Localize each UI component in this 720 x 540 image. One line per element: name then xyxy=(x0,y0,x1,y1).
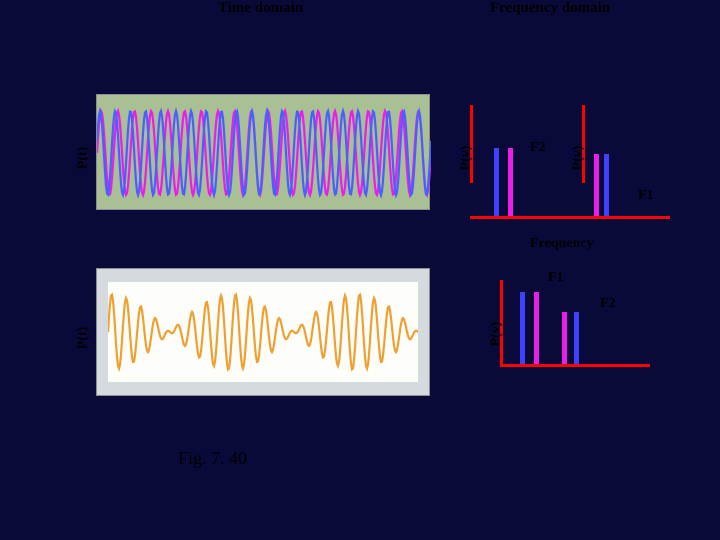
figure-caption: Fig. 7. 40 xyxy=(178,448,247,469)
label-f2-bottom: F2 xyxy=(600,296,616,312)
spectrum-2 xyxy=(0,0,720,540)
ylabel-pv-2: P(v) xyxy=(488,322,504,347)
label-f1-bottom: F1 xyxy=(548,270,564,286)
